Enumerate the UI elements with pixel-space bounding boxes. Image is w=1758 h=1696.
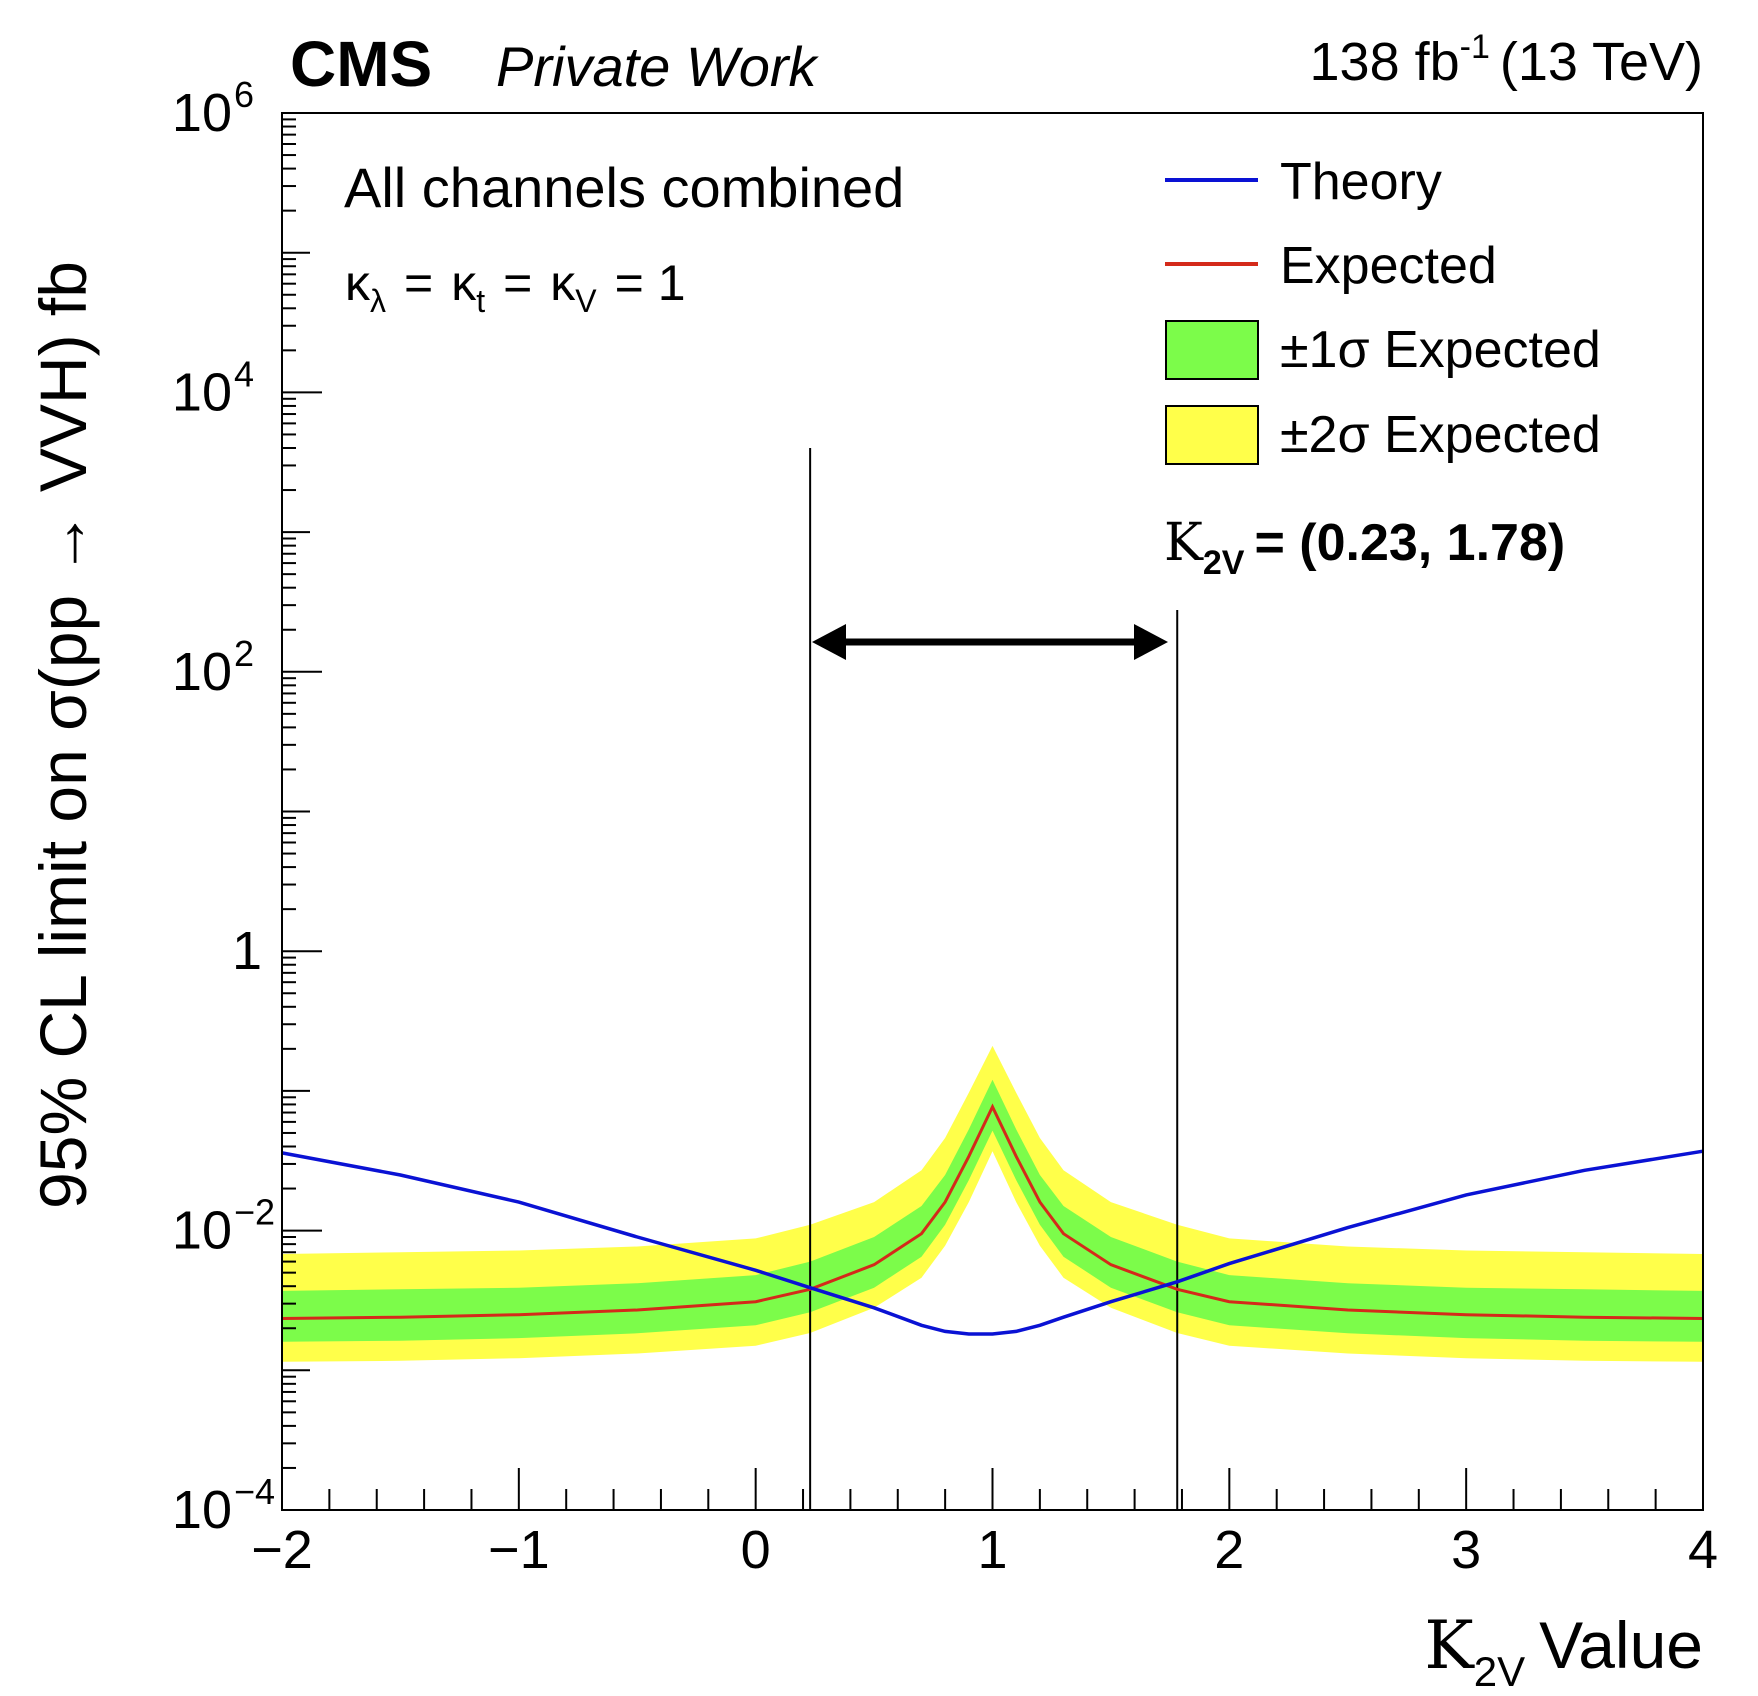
interval-arrow — [812, 624, 1168, 660]
y-tick-label: 10 — [172, 1201, 232, 1261]
legend-one-sigma-swatch — [1165, 320, 1259, 380]
kappa-v: κ — [550, 255, 576, 311]
y-tick-label: 10 — [172, 362, 232, 422]
x-tick-label: 4 — [1688, 1520, 1718, 1580]
luminosity-label: 138 fb-1 (13 TeV) — [1310, 28, 1703, 92]
interval-symbol: K — [1164, 513, 1204, 573]
legend-two-sigma-swatch — [1165, 405, 1259, 465]
y-tick-exponent: 4 — [234, 353, 254, 394]
expected-line — [281, 1103, 1704, 1320]
kappa-lambda: κ — [345, 255, 371, 311]
kappa-t-sub: t — [476, 283, 485, 319]
luminosity-exponent: -1 — [1460, 28, 1490, 66]
experiment-label: CMS — [290, 28, 432, 100]
channel-label: All channels combined — [344, 156, 904, 219]
y-tick-exponent: 6 — [234, 74, 254, 115]
equals-2: = — [503, 255, 532, 311]
y-tick-label: 10 — [172, 83, 232, 143]
luminosity-value: 138 fb — [1310, 32, 1460, 92]
interval-text: = (0.23, 1.78) — [1254, 514, 1565, 572]
y-tick-label: 10 — [172, 642, 232, 702]
one-sigma-band — [282, 1079, 1703, 1342]
legend-expected-label: Expected — [1280, 237, 1497, 295]
interval-label: K2V = (0.23, 1.78) — [1164, 513, 1565, 582]
x-tick-label: 2 — [1214, 1520, 1244, 1580]
equals-1: = — [404, 255, 433, 311]
x-tick-label: −1 — [488, 1520, 550, 1580]
x-tick-label: 0 — [741, 1520, 771, 1580]
theory-line — [281, 1149, 1704, 1336]
x-tick-label: 3 — [1451, 1520, 1481, 1580]
x-axis-subscript: 2V — [1474, 1648, 1525, 1695]
energy-value: (13 TeV) — [1500, 32, 1703, 92]
kappa-lambda-sub: λ — [370, 283, 386, 319]
limit-curves — [281, 1103, 1704, 1336]
two-sigma-band — [282, 1045, 1703, 1362]
y-tick-exponent: −2 — [234, 1192, 275, 1233]
y-tick-exponent: −4 — [234, 1471, 275, 1512]
interval-lines — [809, 448, 1179, 1510]
kappa-t: κ — [451, 255, 477, 311]
legend-one-sigma-label: ±1σ Expected — [1280, 321, 1601, 379]
couplings-label: κλ = κt = κV = 1 — [345, 255, 686, 319]
x-axis-symbol: K — [1424, 1607, 1475, 1684]
legend-theory-label: Theory — [1280, 153, 1442, 211]
experiment-note: Private Work — [496, 35, 819, 98]
plot-frame — [281, 112, 1704, 1511]
kappa-v-sub: V — [575, 283, 597, 319]
equals-3: = 1 — [615, 255, 686, 311]
x-tick-label: 1 — [977, 1520, 1007, 1580]
legend: Theory Expected ±1σ Expected ±2σ Expecte… — [1165, 153, 1601, 465]
interval-subscript: 2V — [1203, 544, 1245, 582]
x-tick-label: −2 — [251, 1520, 313, 1580]
y-tick-exponent: 2 — [234, 633, 254, 674]
legend-two-sigma-label: ±2σ Expected — [1280, 406, 1601, 464]
axis-ticks — [281, 112, 1704, 1511]
x-axis-title: K2V Value — [1424, 1607, 1703, 1695]
y-axis-title: 95% CL limit on σ(pp → VVH) fb — [26, 261, 100, 1209]
y-tick-label: 1 — [232, 921, 262, 981]
y-tick-label: 10 — [172, 1480, 232, 1540]
x-axis-text: Value — [1539, 1608, 1703, 1682]
